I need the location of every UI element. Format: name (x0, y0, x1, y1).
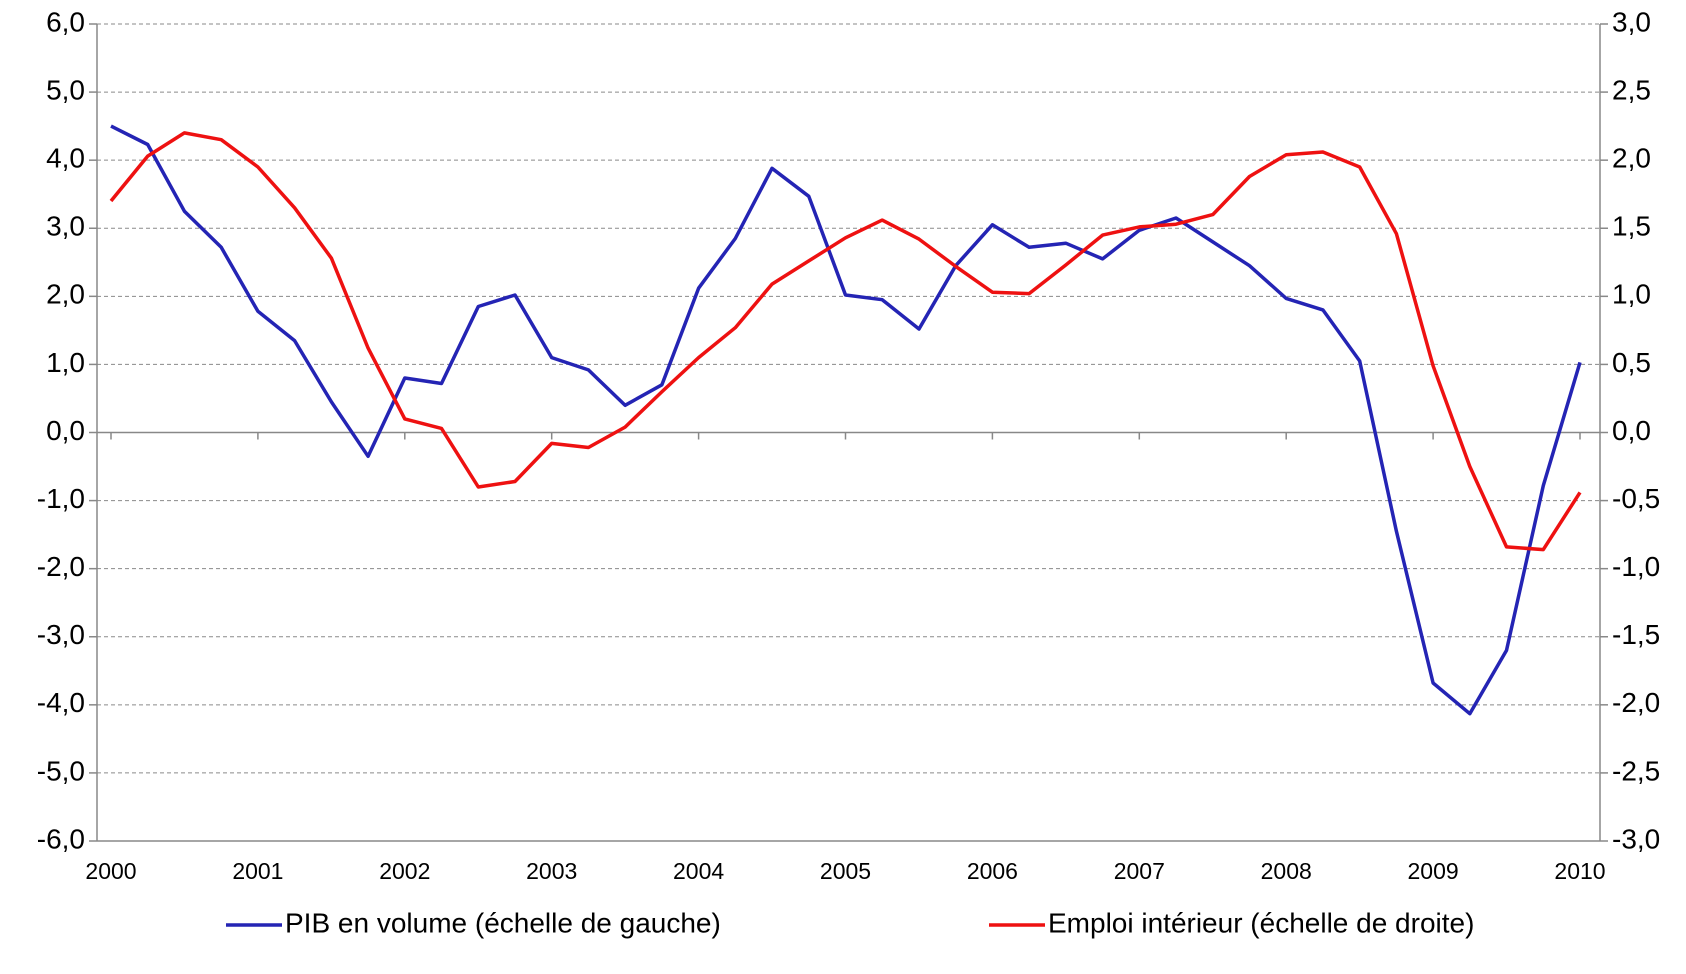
y2-tick-label: 1,5 (1612, 211, 1651, 242)
y2-tick-label: 2,5 (1612, 74, 1651, 105)
y2-tick-label: -3,0 (1612, 823, 1660, 854)
y2-tick-label: -2,0 (1612, 687, 1660, 718)
x-tick-label: 2006 (967, 858, 1018, 884)
y2-tick-label: -1,5 (1612, 619, 1660, 650)
y-tick-label: -5,0 (37, 755, 85, 786)
y2-tick-label: -0,5 (1612, 483, 1660, 514)
x-tick-label: 2007 (1114, 858, 1165, 884)
x-tick-label: 2010 (1554, 858, 1605, 884)
y-tick-label: 1,0 (46, 347, 85, 378)
y-tick-label: -6,0 (37, 823, 85, 854)
x-tick-label: 2000 (85, 858, 136, 884)
x-tick-label: 2001 (232, 858, 283, 884)
y2-tick-label: 0,5 (1612, 347, 1651, 378)
x-tick-label: 2008 (1261, 858, 1312, 884)
y2-tick-label: 1,0 (1612, 279, 1651, 310)
y-tick-label: 3,0 (46, 211, 85, 242)
y-tick-label: 2,0 (46, 279, 85, 310)
y-tick-label: 5,0 (46, 74, 85, 105)
y-tick-label: 0,0 (46, 415, 85, 446)
legend-label: Emploi intérieur (échelle de droite) (1048, 907, 1474, 938)
y2-tick-label: -2,5 (1612, 755, 1660, 786)
y-tick-label: 4,0 (46, 143, 85, 174)
x-tick-label: 2005 (820, 858, 871, 884)
x-tick-label: 2003 (526, 858, 577, 884)
y-tick-label: -4,0 (37, 687, 85, 718)
series-line (109, 131, 1582, 552)
y-tick-label: 6,0 (46, 6, 85, 37)
x-tick-label: 2002 (379, 858, 430, 884)
y-tick-label: -3,0 (37, 619, 85, 650)
x-tick-label: 2009 (1408, 858, 1459, 884)
y2-tick-label: 3,0 (1612, 6, 1651, 37)
y-tick-label: -2,0 (37, 551, 85, 582)
y2-tick-label: 2,0 (1612, 143, 1651, 174)
y-tick-label: -1,0 (37, 483, 85, 514)
series-line (110, 124, 1582, 716)
y2-tick-label: 0,0 (1612, 415, 1651, 446)
y2-tick-label: -1,0 (1612, 551, 1660, 582)
x-tick-label: 2004 (673, 858, 724, 884)
legend-label: PIB en volume (échelle de gauche) (285, 907, 721, 938)
